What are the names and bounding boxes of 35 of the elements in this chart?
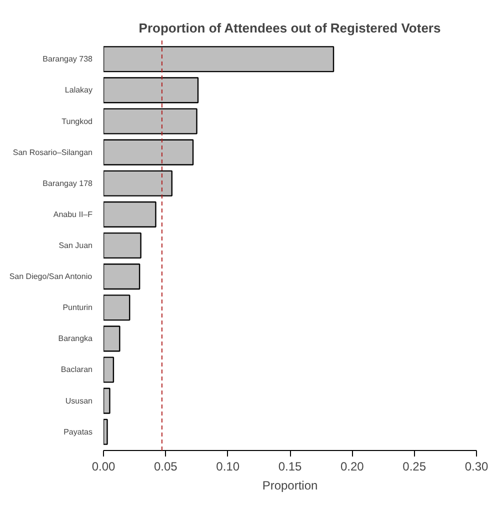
x-axis-title: Proportion bbox=[262, 478, 318, 492]
x-tick-label: 0.15 bbox=[278, 460, 302, 474]
bar bbox=[104, 356, 114, 383]
chart-title: Proportion of Attendees out of Registered Voters bbox=[138, 20, 441, 36]
y-tick-label: Barangay 178 bbox=[42, 178, 94, 188]
bar bbox=[104, 326, 120, 352]
y-tick-label: Punturin bbox=[62, 303, 92, 312]
y-tick-label: Tungkod bbox=[62, 116, 93, 126]
y-tick-label: Barangka bbox=[58, 334, 94, 344]
x-tick-label: 0.25 bbox=[402, 460, 426, 474]
bar bbox=[104, 170, 172, 196]
y-tick-label: Ususan bbox=[65, 396, 92, 406]
bar bbox=[104, 418, 108, 445]
bar bbox=[104, 139, 194, 166]
bar bbox=[104, 201, 156, 228]
bar bbox=[104, 46, 334, 72]
bar bbox=[104, 294, 130, 321]
x-tick-label: 0.05 bbox=[154, 460, 178, 474]
x-tick-label: 0.30 bbox=[464, 460, 489, 474]
y-tick-label: San Rosario–Silangan bbox=[12, 148, 92, 157]
bar bbox=[104, 232, 142, 259]
y-tick-label: Baclaran bbox=[60, 365, 93, 374]
x-tick-label: 0.00 bbox=[92, 460, 116, 474]
x-tick-label: 0.10 bbox=[216, 460, 240, 474]
y-tick-label: Anabu II–F bbox=[53, 210, 93, 219]
y-tick-label: Barangay 738 bbox=[42, 54, 94, 64]
y-tick-label: Payatas bbox=[64, 427, 92, 436]
bar bbox=[104, 264, 140, 290]
y-tick-label: San Diego/San Antonio bbox=[9, 272, 93, 282]
y-tick-label: Lalakay bbox=[64, 86, 93, 95]
y-tick-label: San Juan bbox=[58, 241, 93, 250]
bar bbox=[104, 108, 198, 134]
bar bbox=[104, 77, 199, 104]
x-tick-label: 0.20 bbox=[340, 460, 364, 474]
bar bbox=[104, 388, 110, 414]
